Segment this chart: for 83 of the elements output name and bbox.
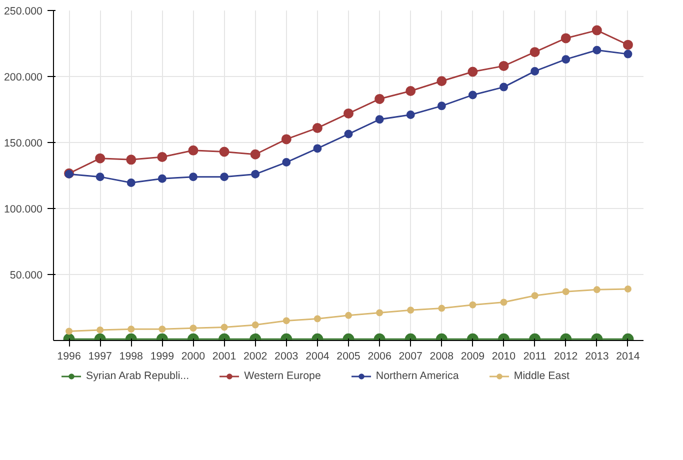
- point: [250, 149, 260, 160]
- point: [251, 170, 260, 178]
- y-tick-label: 100.000: [4, 204, 43, 216]
- x-tick-label: 2002: [243, 350, 268, 362]
- point: [313, 144, 322, 153]
- point: [252, 321, 259, 328]
- point: [312, 122, 322, 133]
- point: [219, 146, 230, 157]
- x-tick-label: 2006: [368, 350, 392, 362]
- point: [469, 301, 476, 308]
- point: [500, 82, 508, 92]
- point: [157, 152, 168, 162]
- point: [96, 172, 104, 182]
- x-tick-label: 2003: [274, 350, 298, 362]
- point: [96, 326, 104, 334]
- point: [624, 50, 632, 58]
- point: [282, 317, 290, 324]
- x-tick-label: 1996: [57, 350, 81, 362]
- point: [95, 153, 106, 164]
- point: [438, 304, 446, 312]
- point: [592, 25, 602, 36]
- point: [188, 145, 198, 156]
- point: [437, 102, 446, 110]
- y-tick-label: 150.000: [4, 138, 43, 150]
- point: [126, 154, 136, 165]
- point: [345, 312, 352, 319]
- point: [314, 315, 321, 322]
- legend-label: Syrian Arab Republi...: [86, 370, 190, 382]
- x-tick-label: 2001: [212, 350, 236, 362]
- point: [406, 86, 416, 96]
- point: [220, 324, 228, 331]
- point: [282, 158, 291, 167]
- x-tick-label: 2009: [460, 350, 485, 362]
- x-tick-label: 2008: [430, 350, 454, 362]
- point: [531, 292, 538, 300]
- x-tick-label: 2011: [523, 350, 546, 362]
- x-tick-label: 2010: [492, 350, 516, 362]
- point: [406, 110, 415, 120]
- point: [376, 309, 384, 316]
- point: [562, 288, 570, 296]
- point: [126, 178, 136, 188]
- point: [562, 55, 570, 64]
- point: [407, 306, 414, 314]
- x-tick-label: 2012: [554, 350, 578, 362]
- point: [622, 40, 633, 50]
- point: [190, 324, 197, 332]
- x-tick-label: 2014: [616, 350, 640, 362]
- legend-label: Northern America: [376, 370, 459, 382]
- point: [468, 90, 477, 100]
- point: [468, 66, 478, 77]
- x-tick-label: 1998: [119, 350, 144, 362]
- x-tick-label: 2007: [398, 350, 423, 362]
- x-tick-label: 1999: [150, 350, 174, 362]
- y-tick-label: 200.000: [4, 72, 43, 84]
- point: [500, 298, 508, 306]
- point: [592, 46, 602, 54]
- point: [375, 115, 384, 124]
- point: [344, 130, 353, 138]
- point: [530, 66, 540, 76]
- point: [158, 326, 166, 333]
- point: [344, 108, 354, 118]
- point: [128, 326, 135, 333]
- point: [188, 172, 198, 182]
- x-tick-label: 1997: [88, 350, 112, 362]
- point: [436, 76, 447, 86]
- point: [593, 286, 600, 294]
- point: [220, 172, 229, 182]
- x-tick-label: 2000: [181, 350, 206, 362]
- y-tick-label: 250.000: [4, 6, 43, 18]
- point: [374, 94, 385, 104]
- x-tick-label: 2004: [306, 350, 330, 362]
- x-tick-label: 2005: [336, 350, 360, 362]
- point: [281, 134, 292, 144]
- x-tick-label: 2013: [585, 350, 609, 362]
- legend-label: Western Europe: [244, 370, 321, 382]
- y-tick-label: 50.000: [10, 270, 43, 282]
- point: [624, 286, 632, 293]
- legend-label: Middle East: [514, 370, 570, 382]
- point: [560, 33, 571, 44]
- point: [158, 174, 166, 183]
- point: [66, 328, 73, 335]
- point: [498, 60, 509, 71]
- point: [530, 47, 540, 58]
